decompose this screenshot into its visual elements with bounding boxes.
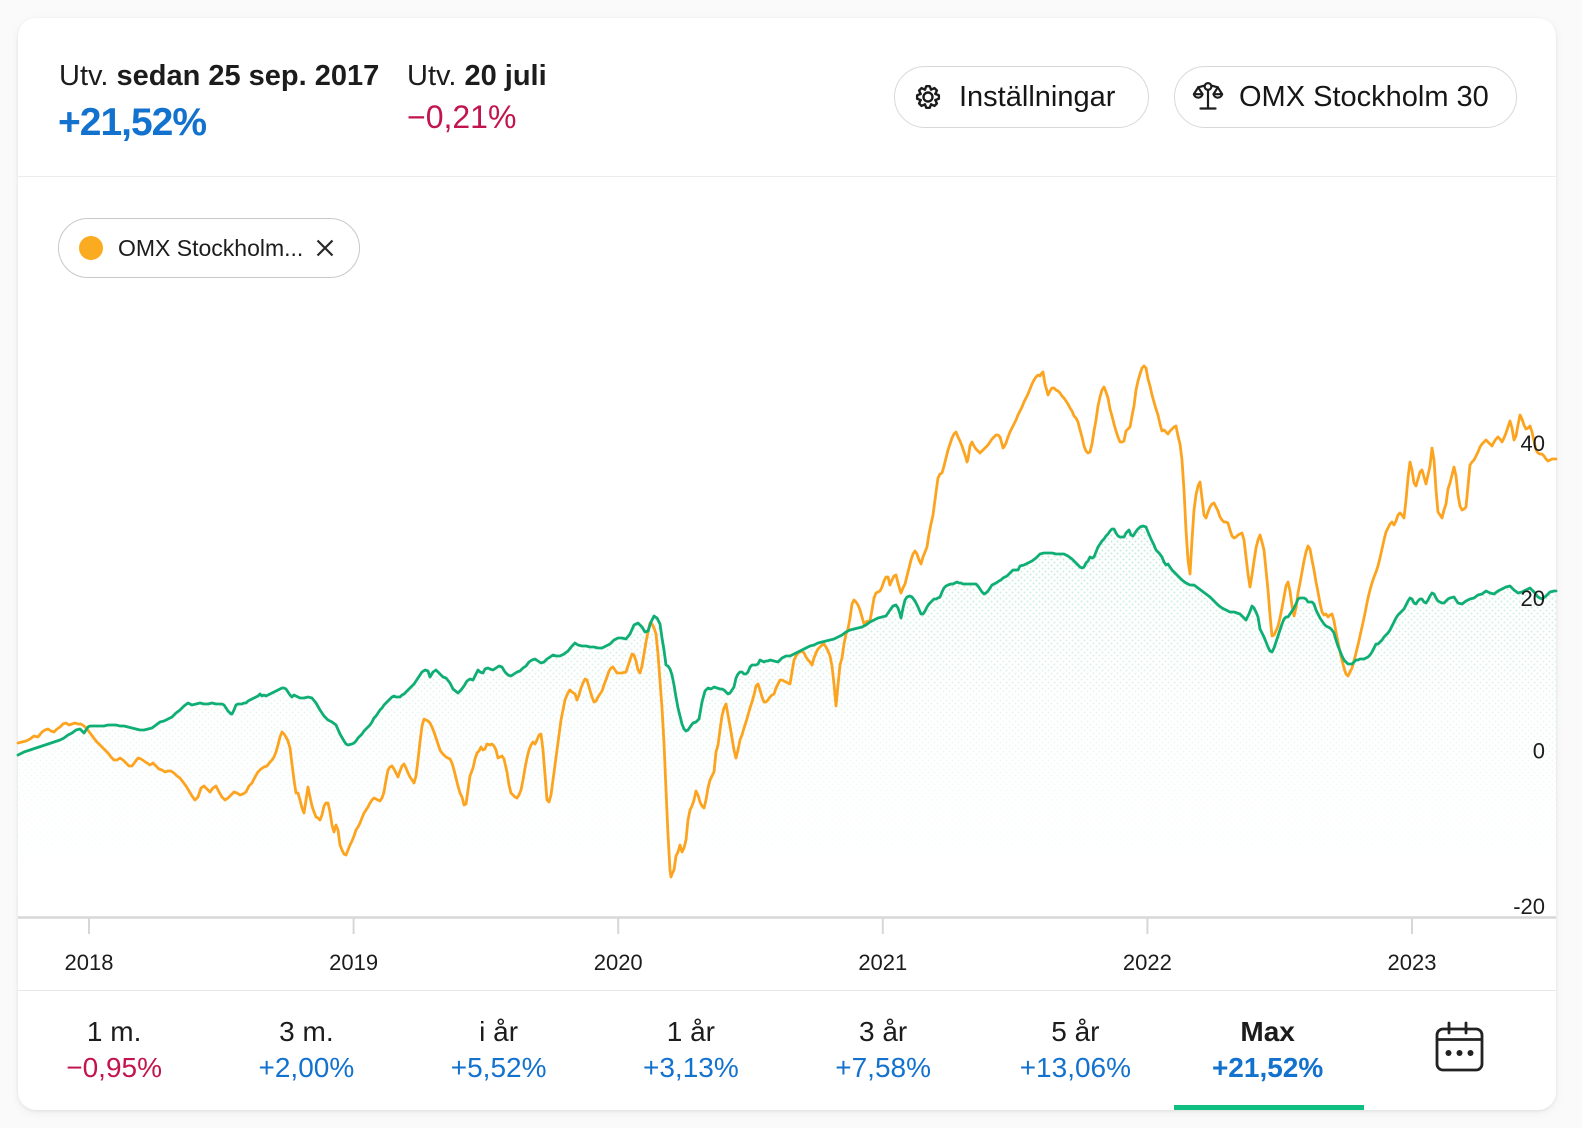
svg-text:2020: 2020 xyxy=(594,950,643,975)
svg-text:-20: -20 xyxy=(1513,894,1545,919)
svg-text:2021: 2021 xyxy=(858,950,907,975)
svg-text:2022: 2022 xyxy=(1123,950,1172,975)
svg-text:0: 0 xyxy=(1533,739,1545,764)
svg-text:2019: 2019 xyxy=(329,950,378,975)
svg-text:40: 40 xyxy=(1521,431,1545,456)
svg-text:2018: 2018 xyxy=(65,950,114,975)
svg-text:20: 20 xyxy=(1521,586,1545,611)
svg-text:2023: 2023 xyxy=(1388,950,1437,975)
